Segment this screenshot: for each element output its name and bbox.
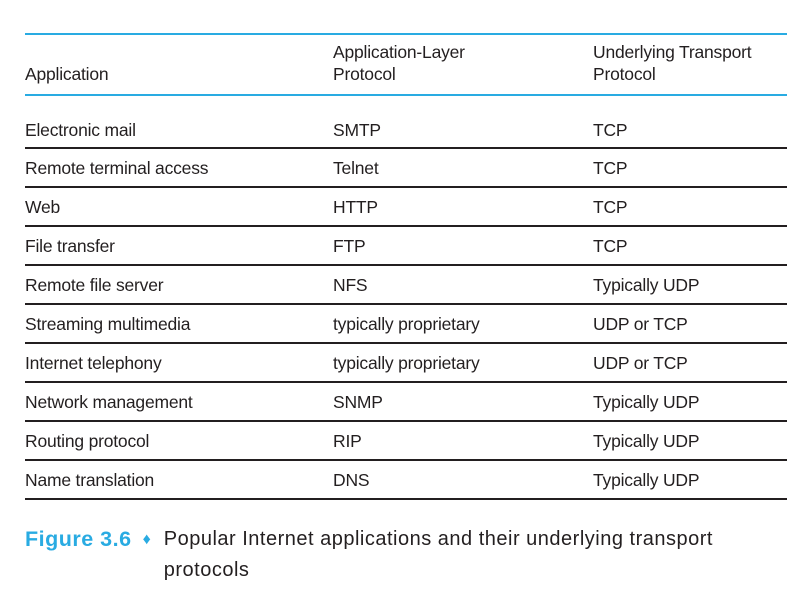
table-row: Routing protocol RIP Typically UDP: [25, 422, 787, 461]
cell-app-protocol: HTTP: [333, 196, 378, 217]
column-header-application: Application: [25, 63, 333, 85]
cell-transport: TCP: [593, 235, 628, 256]
cell-app-protocol: FTP: [333, 235, 366, 256]
diamond-icon: ♦: [142, 531, 151, 548]
cell-application: Web: [25, 196, 61, 217]
cell-transport: Typically UDP: [593, 430, 700, 451]
table-row: Remote terminal access Telnet TCP: [25, 149, 787, 188]
cell-application: Name translation: [25, 469, 155, 490]
column-header-transport-line1: Underlying Transport: [593, 42, 752, 62]
table-row: Remote file server NFS Typically UDP: [25, 266, 787, 305]
cell-application: Remote file server: [25, 274, 164, 295]
cell-transport: UDP or TCP: [593, 352, 688, 373]
cell-app-protocol: typically proprietary: [333, 313, 480, 334]
column-header-transport-line2: Protocol: [593, 64, 656, 84]
cell-app-protocol: NFS: [333, 274, 368, 295]
cell-application: File transfer: [25, 235, 115, 256]
cell-app-protocol: Telnet: [333, 157, 379, 178]
table-row: Electronic mail SMTP TCP: [25, 96, 787, 149]
table-row: Name translation DNS Typically UDP: [25, 461, 787, 500]
cell-transport: Typically UDP: [593, 391, 700, 412]
cell-app-protocol: SNMP: [333, 391, 383, 412]
cell-app-protocol: SMTP: [333, 120, 381, 140]
cell-transport: TCP: [593, 157, 628, 178]
column-header-transport-protocol: Underlying Transport Protocol: [593, 41, 787, 85]
table-row: Internet telephony typically proprietary…: [25, 344, 787, 383]
figure-caption-text: Popular Internet applications and their …: [163, 528, 713, 581]
protocols-table: Application Application-Layer Protocol U…: [25, 33, 787, 500]
cell-application: Routing protocol: [25, 430, 150, 451]
cell-transport: Typically UDP: [593, 274, 700, 295]
table-row: Streaming multimedia typically proprieta…: [25, 305, 787, 344]
table-row: Web HTTP TCP: [25, 188, 787, 227]
table-row: File transfer FTP TCP: [25, 227, 787, 266]
cell-application: Remote terminal access: [25, 157, 209, 178]
cell-app-protocol: typically proprietary: [333, 352, 480, 373]
cell-app-protocol: DNS: [333, 469, 370, 490]
cell-transport: TCP: [593, 120, 628, 140]
column-header-app-layer-protocol: Application-Layer Protocol: [333, 41, 593, 85]
cell-transport: Typically UDP: [593, 469, 700, 490]
column-header-app-layer-line1: Application-Layer: [333, 42, 465, 62]
cell-transport: UDP or TCP: [593, 313, 688, 334]
cell-application: Electronic mail: [25, 120, 136, 140]
column-header-application-label: Application: [25, 64, 109, 84]
column-header-app-layer-line2: Protocol: [333, 64, 396, 84]
cell-app-protocol: RIP: [333, 430, 362, 451]
cell-application: Internet telephony: [25, 352, 162, 373]
figure-number-label: Figure 3.6: [25, 527, 132, 551]
cell-transport: TCP: [593, 196, 628, 217]
table-header-row: Application Application-Layer Protocol U…: [25, 35, 787, 96]
figure-caption: Figure 3.6 ♦ Popular Internet applicatio…: [25, 524, 764, 586]
table-row: Network management SNMP Typically UDP: [25, 383, 787, 422]
cell-application: Streaming multimedia: [25, 313, 191, 334]
cell-application: Network management: [25, 391, 193, 412]
